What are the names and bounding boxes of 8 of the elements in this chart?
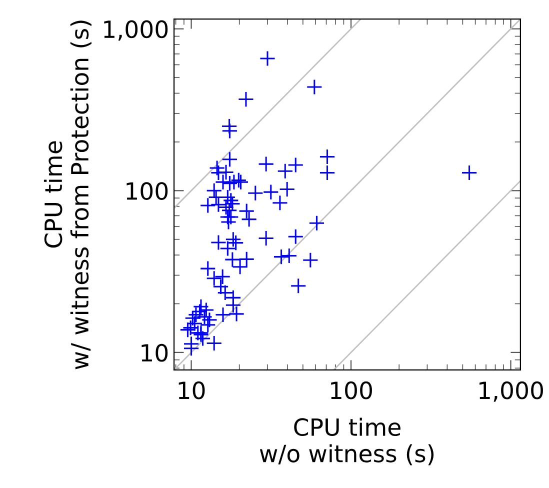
x-tick-label: 1,000 <box>480 381 543 402</box>
y-tick-label: 10 <box>142 344 168 362</box>
y-axis-title: CPU time w/ witness from Protection (s) <box>44 20 92 370</box>
y-tick-label: 100 <box>126 182 168 200</box>
x-tick-label: 10 <box>178 381 205 400</box>
x-tick-label: 100 <box>331 381 372 400</box>
y-tick-label: 1,000 <box>104 20 168 41</box>
x-axis-title: CPU time w/o witness (s) <box>260 418 434 466</box>
